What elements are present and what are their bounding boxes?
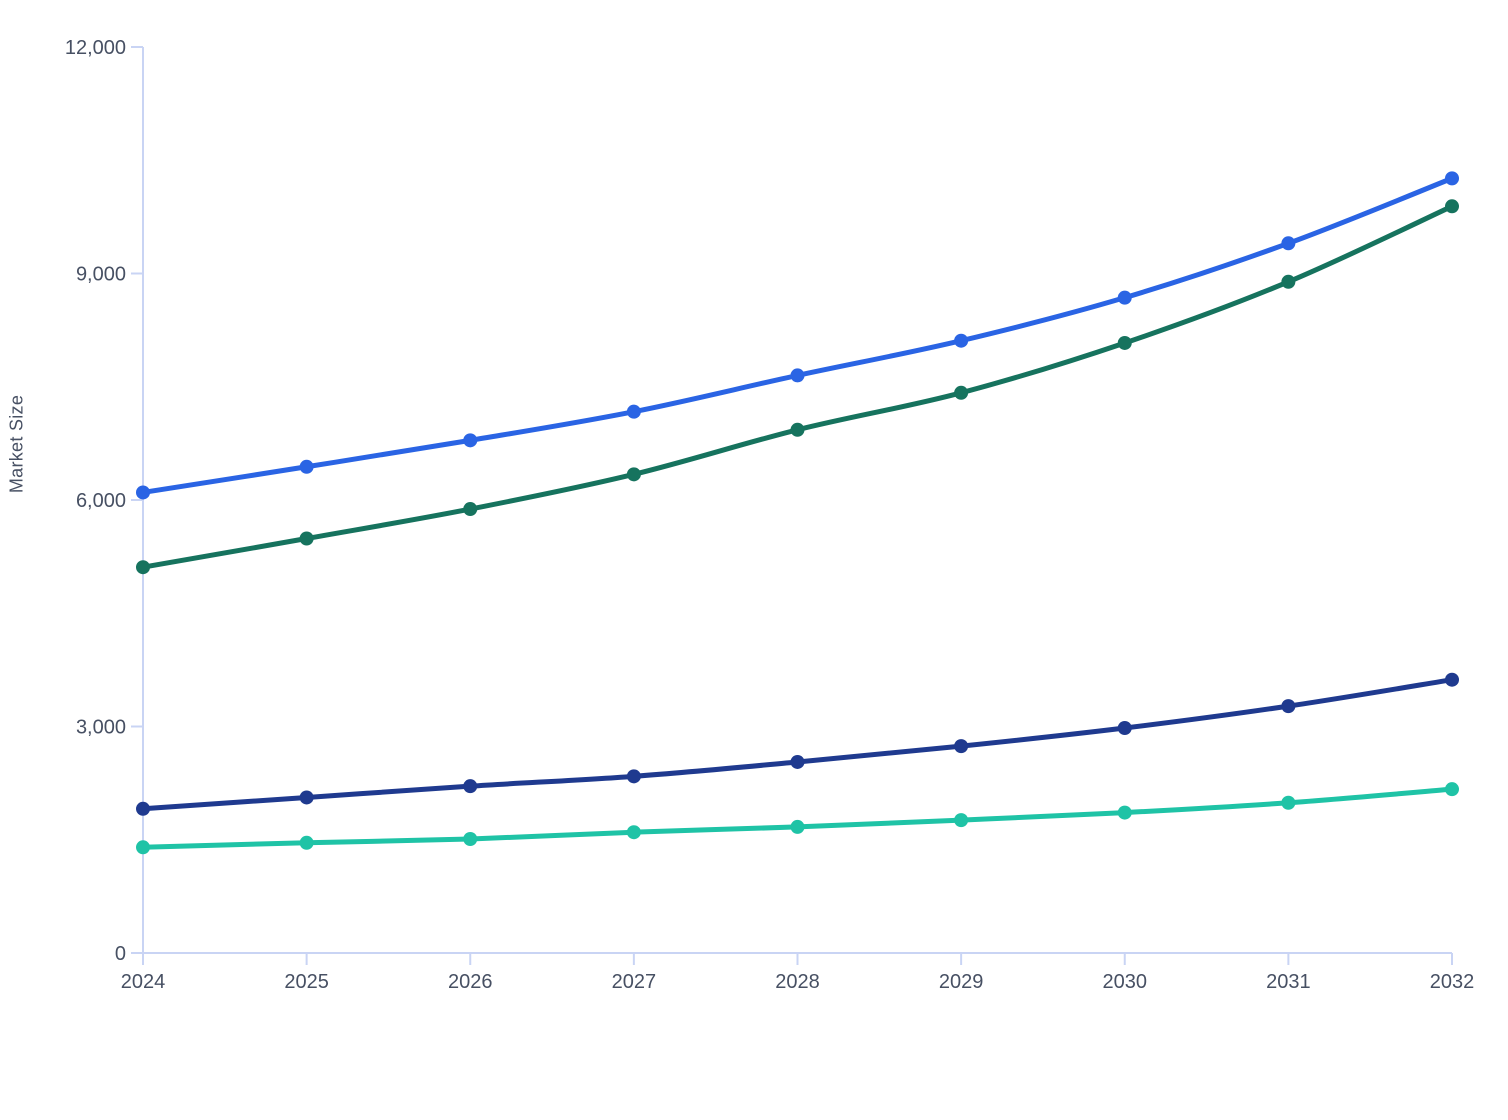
data-point-teal [954, 813, 969, 828]
data-point-navy [299, 790, 314, 805]
data-point-blue [1445, 171, 1459, 186]
data-point-green [136, 560, 150, 575]
x-tick-label: 2032 [1430, 971, 1475, 993]
data-point-blue [1281, 236, 1296, 251]
data-point-navy [463, 779, 478, 794]
data-point-navy [1445, 672, 1459, 687]
y-tick-label: 0 [115, 943, 126, 965]
data-point-teal [1281, 795, 1296, 810]
data-point-green [1445, 199, 1459, 214]
series-line-navy [140, 677, 1455, 812]
x-tick-label: 2031 [1266, 971, 1311, 993]
data-point-navy [790, 754, 805, 769]
data-point-green [1281, 274, 1296, 289]
data-point-blue [954, 333, 969, 348]
series-line-teal [140, 786, 1455, 850]
data-point-blue [626, 404, 641, 419]
y-tick-label: 9,000 [76, 264, 126, 286]
data-point-teal [1117, 805, 1132, 820]
data-point-teal [136, 840, 150, 855]
data-point-navy [136, 801, 150, 816]
data-point-teal [299, 835, 314, 850]
series-line-green [140, 203, 1455, 570]
x-tick-label: 2027 [612, 971, 657, 993]
data-point-green [1117, 335, 1132, 350]
series-line-blue [140, 175, 1455, 495]
data-point-green [790, 422, 805, 437]
data-point-navy [626, 769, 641, 784]
data-point-navy [954, 739, 969, 754]
data-point-blue [299, 459, 314, 474]
x-tick-label: 2025 [284, 971, 329, 993]
x-tick-label: 2026 [448, 971, 493, 993]
data-point-blue [463, 433, 478, 448]
data-point-green [299, 531, 314, 546]
data-point-navy [1117, 721, 1132, 736]
y-tick-label: 3,000 [76, 717, 126, 739]
data-point-teal [1445, 782, 1459, 797]
data-point-blue [136, 485, 150, 500]
data-point-navy [1281, 699, 1296, 714]
data-point-teal [463, 831, 478, 846]
data-point-blue [790, 368, 805, 383]
x-tick-label: 2030 [1103, 971, 1148, 993]
y-tick-label: 12,000 [65, 37, 126, 59]
data-point-blue [1117, 290, 1132, 305]
data-point-green [954, 385, 969, 400]
data-point-green [463, 502, 478, 517]
x-tick-label: 2029 [939, 971, 984, 993]
y-tick-label: 6,000 [76, 490, 126, 512]
data-point-teal [626, 825, 641, 840]
data-point-green [626, 467, 641, 482]
y-axis-title: Market Size [6, 394, 27, 494]
x-tick-label: 2024 [121, 971, 166, 993]
data-point-teal [790, 819, 805, 834]
x-tick-label: 2028 [775, 971, 820, 993]
